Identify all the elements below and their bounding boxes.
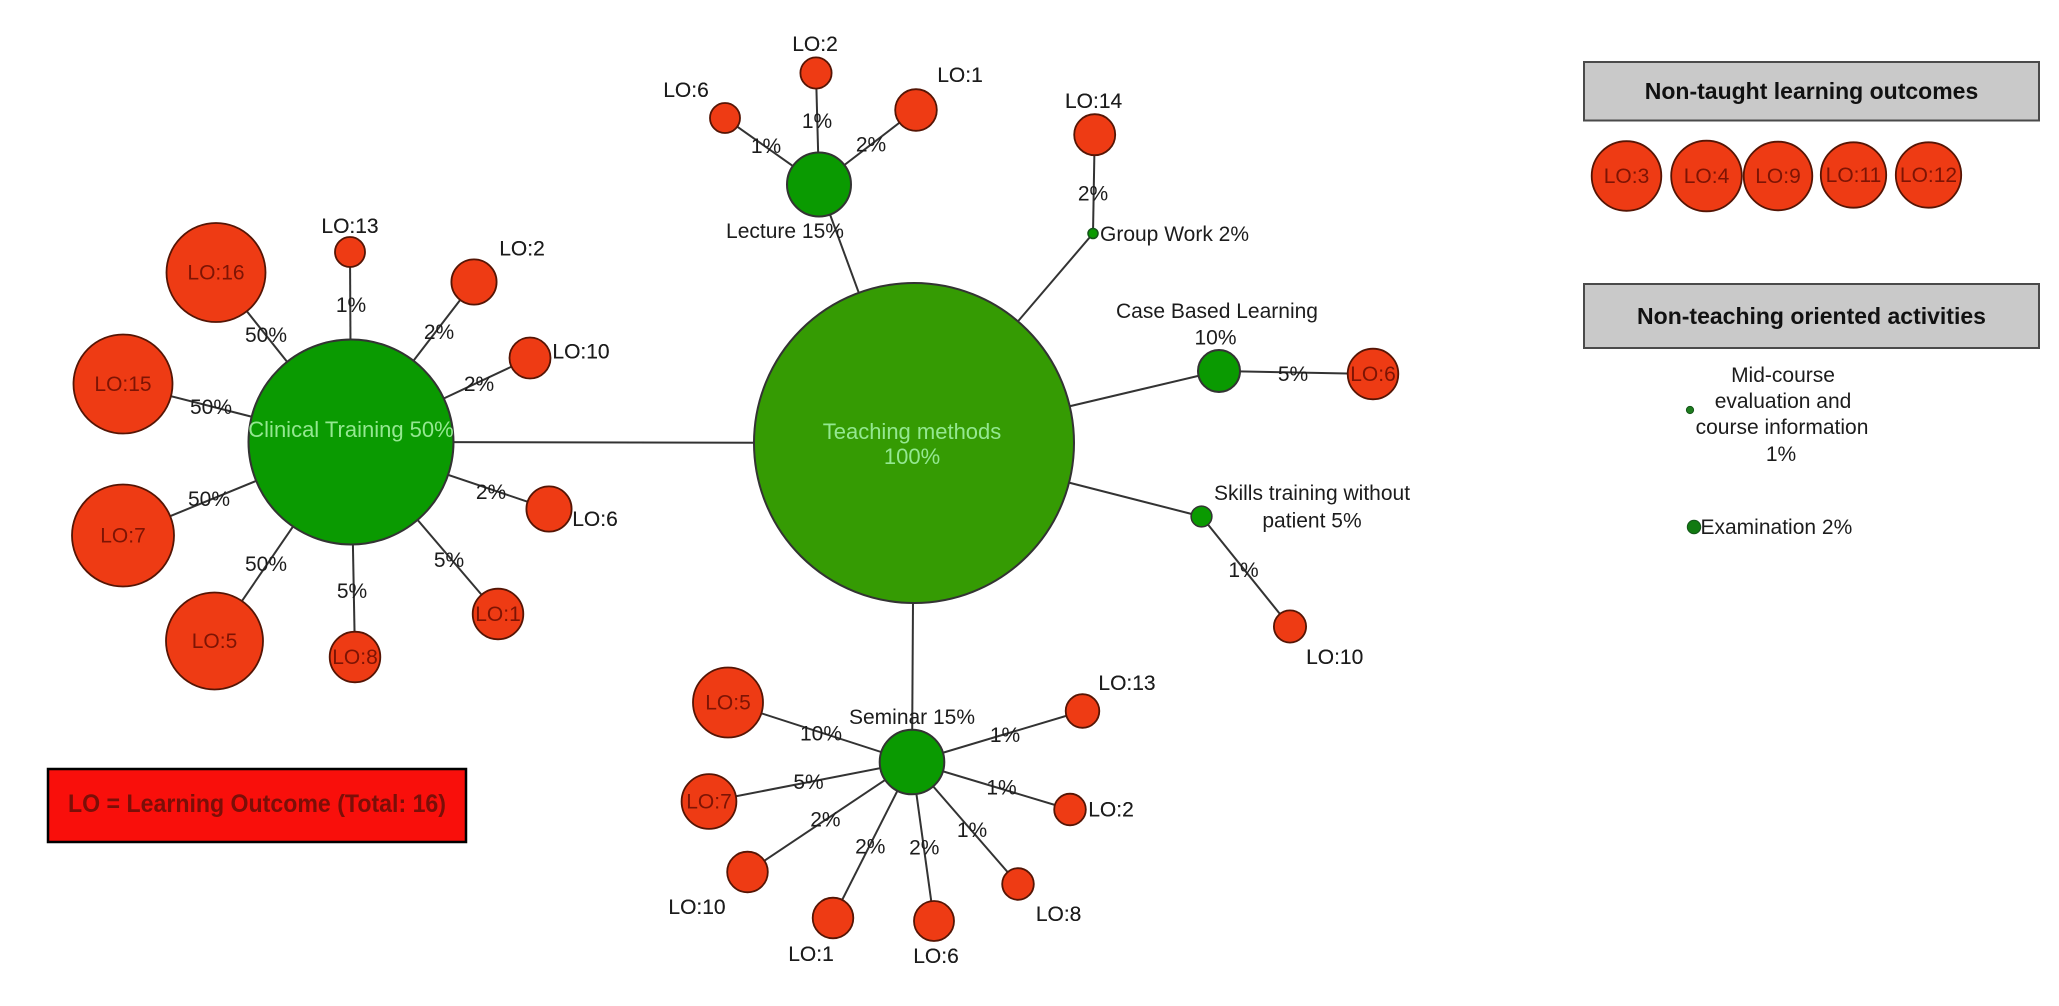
- svg-text:course information: course information: [1696, 416, 1869, 439]
- svg-text:10%: 10%: [800, 723, 842, 746]
- svg-text:LO:7: LO:7: [686, 791, 732, 814]
- svg-text:LO:1: LO:1: [937, 64, 983, 87]
- svg-text:LO:8: LO:8: [1036, 903, 1082, 926]
- svg-text:1%: 1%: [802, 110, 832, 133]
- svg-text:1%: 1%: [751, 135, 781, 158]
- svg-text:Skills training without: Skills training without: [1214, 482, 1410, 505]
- svg-text:LO = Learning Outcome (Total:: LO = Learning Outcome (Total: 16): [68, 790, 446, 818]
- svg-text:LO:2: LO:2: [499, 238, 545, 261]
- svg-text:LO:6: LO:6: [572, 508, 618, 531]
- svg-text:2%: 2%: [810, 809, 840, 832]
- svg-text:LO:5: LO:5: [192, 630, 238, 653]
- svg-text:LO:10: LO:10: [552, 341, 609, 364]
- svg-text:LO:14: LO:14: [1065, 90, 1123, 113]
- svg-text:1%: 1%: [990, 724, 1020, 747]
- svg-text:1%: 1%: [957, 819, 987, 842]
- svg-text:LO:6: LO:6: [663, 79, 709, 102]
- svg-text:Case Based Learning: Case Based Learning: [1116, 300, 1318, 323]
- svg-text:Non-teaching oriented activiti: Non-teaching oriented activities: [1637, 303, 1986, 329]
- svg-text:LO:8: LO:8: [1036, 903, 1082, 926]
- svg-text:Examination 2%: Examination 2%: [1701, 516, 1853, 539]
- svg-text:LO:15: LO:15: [94, 373, 151, 396]
- svg-text:50%: 50%: [245, 553, 287, 576]
- svg-text:LO:5: LO:5: [705, 692, 751, 715]
- svg-text:2%: 2%: [476, 481, 506, 504]
- svg-text:2%: 2%: [855, 836, 885, 859]
- svg-text:LO:2: LO:2: [792, 33, 838, 56]
- svg-text:5%: 5%: [1278, 363, 1308, 386]
- svg-text:LO:6: LO:6: [572, 508, 618, 531]
- svg-text:1%: 1%: [1228, 559, 1258, 582]
- svg-text:LO:12: LO:12: [1900, 164, 1957, 187]
- svg-text:LO:1: LO:1: [788, 943, 834, 966]
- svg-text:LO:2: LO:2: [499, 238, 545, 261]
- svg-text:LO:1: LO:1: [788, 943, 834, 966]
- svg-text:5%: 5%: [434, 549, 464, 572]
- svg-text:LO:6: LO:6: [913, 945, 959, 968]
- svg-text:2%: 2%: [464, 373, 494, 396]
- svg-text:LO:10: LO:10: [552, 341, 609, 364]
- svg-text:50%: 50%: [188, 488, 230, 511]
- svg-text:2%: 2%: [424, 321, 454, 344]
- svg-text:10%: 10%: [1194, 327, 1236, 350]
- svg-text:1%: 1%: [986, 777, 1016, 800]
- svg-text:LO:16: LO:16: [187, 262, 244, 285]
- svg-text:2%: 2%: [909, 837, 939, 860]
- svg-text:1%: 1%: [1766, 443, 1796, 466]
- svg-text:Lecture 15%: Lecture 15%: [726, 220, 844, 243]
- svg-text:LO:13: LO:13: [1098, 672, 1155, 695]
- svg-text:patient 5%: patient 5%: [1262, 510, 1361, 533]
- svg-text:LO:13: LO:13: [321, 215, 378, 238]
- svg-text:LO:10: LO:10: [1306, 646, 1363, 669]
- svg-text:LO:3: LO:3: [1604, 165, 1650, 188]
- svg-text:Teaching methods: Teaching methods: [823, 419, 1002, 444]
- svg-text:LO:2: LO:2: [1088, 799, 1134, 822]
- svg-text:50%: 50%: [245, 324, 287, 347]
- svg-text:LO:2: LO:2: [792, 33, 838, 56]
- svg-text:LO:9: LO:9: [1755, 165, 1801, 188]
- svg-text:LO:8: LO:8: [332, 646, 378, 669]
- svg-text:LO:2: LO:2: [1088, 799, 1134, 822]
- svg-text:LO:10: LO:10: [668, 896, 725, 919]
- svg-text:100%: 100%: [884, 444, 940, 469]
- svg-text:LO:6: LO:6: [913, 945, 959, 968]
- svg-text:LO:4: LO:4: [1684, 165, 1730, 188]
- svg-text:5%: 5%: [337, 580, 367, 603]
- svg-text:Non-taught learning outcomes: Non-taught learning outcomes: [1645, 78, 1979, 104]
- svg-text:LO:1: LO:1: [937, 64, 983, 87]
- svg-text:LO:14: LO:14: [1065, 90, 1123, 113]
- svg-text:Clinical Training 50%: Clinical Training 50%: [248, 417, 453, 442]
- svg-text:LO:7: LO:7: [100, 525, 146, 548]
- svg-text:Seminar 15%: Seminar 15%: [849, 706, 975, 729]
- svg-text:1%: 1%: [336, 294, 366, 317]
- svg-text:LO:1: LO:1: [475, 603, 521, 626]
- svg-text:evaluation and: evaluation and: [1715, 390, 1852, 413]
- svg-text:LO:6: LO:6: [663, 79, 709, 102]
- svg-text:LO:13: LO:13: [321, 215, 378, 238]
- svg-text:LO:10: LO:10: [1306, 646, 1363, 669]
- svg-text:LO:10: LO:10: [668, 896, 725, 919]
- svg-text:LO:11: LO:11: [1826, 164, 1882, 187]
- svg-text:2%: 2%: [856, 134, 886, 157]
- svg-text:LO:13: LO:13: [1098, 672, 1155, 695]
- svg-text:2%: 2%: [1078, 183, 1108, 206]
- svg-text:5%: 5%: [793, 771, 823, 794]
- svg-text:Group Work 2%: Group Work 2%: [1100, 223, 1249, 246]
- svg-text:50%: 50%: [190, 396, 232, 419]
- svg-text:Mid-course: Mid-course: [1731, 364, 1835, 387]
- svg-text:LO:6: LO:6: [1350, 363, 1396, 386]
